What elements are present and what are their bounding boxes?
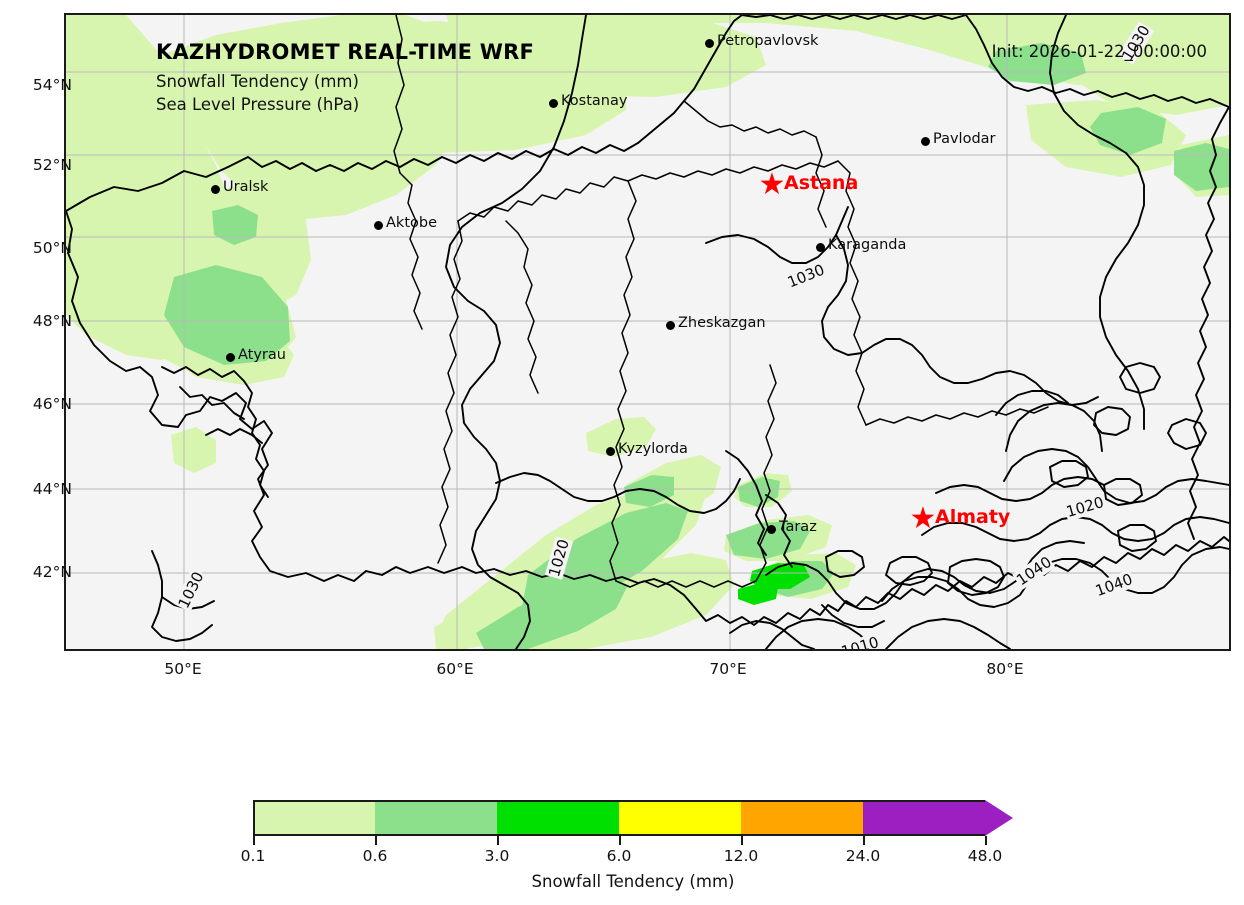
- city-dot-icon: [373, 220, 383, 230]
- city-dot-icon: [225, 352, 235, 362]
- colorbar-tick-label: 0.1: [240, 847, 266, 865]
- colorbar-segment-5: [863, 800, 985, 836]
- city-label: Zheskazgan: [678, 315, 766, 331]
- colorbar-tick-label: 48.0: [967, 847, 1003, 865]
- x-tick-label: 80°E: [986, 660, 1024, 678]
- colorbar[interactable]: 0.1 0.6 3.0 6.0 12.0 24.0 48.0 Snowfall …: [241, 800, 1013, 891]
- colorbar-segment-1: [375, 800, 497, 836]
- city-dot-icon: [766, 524, 776, 534]
- colorbar-strip: [253, 800, 1013, 836]
- city-dot-icon: [210, 184, 220, 194]
- colorbar-tick-label: 0.6: [362, 847, 388, 865]
- city-dot-icon: [665, 320, 675, 330]
- colorbar-tick-mark: [619, 836, 621, 845]
- city-dot-icon: [815, 242, 825, 252]
- map-clip: 1030 1030 1020 1030 1020 1040 1040 1010 …: [66, 15, 1229, 649]
- map-gridlines: [66, 15, 1229, 649]
- city-label: Kostanay: [561, 93, 628, 109]
- y-tick-label: 54°N: [32, 76, 72, 94]
- star-icon: ★: [909, 501, 937, 536]
- colorbar-tick-mark: [741, 836, 743, 845]
- city-label: Kyzylorda: [618, 441, 688, 457]
- capital-label: Almaty: [935, 506, 1011, 528]
- colorbar-tick-mark: [863, 836, 865, 845]
- city-label: Taraz: [779, 519, 817, 535]
- colorbar-tick-label: 12.0: [723, 847, 759, 865]
- borders-layer: [66, 15, 1229, 626]
- star-icon: ★: [758, 167, 786, 202]
- colorbar-tick-label: 24.0: [845, 847, 881, 865]
- colorbar-tick-label: 6.0: [606, 847, 632, 865]
- colorbar-title: Snowfall Tendency (mm): [531, 872, 735, 891]
- y-tick-label: 42°N: [32, 563, 72, 581]
- colorbar-tick-mark: [985, 836, 987, 845]
- y-tick-label: 44°N: [32, 480, 72, 498]
- city-label: Aktobe: [386, 215, 437, 231]
- city-dot-icon: [920, 136, 930, 146]
- subtitle-pressure: Sea Level Pressure (hPa): [156, 95, 360, 114]
- x-tick-label: 60°E: [436, 660, 474, 678]
- colorbar-tick-mark: [253, 836, 255, 845]
- colorbar-extend-arrow-icon: [985, 800, 1013, 836]
- y-tick-label: 50°N: [32, 239, 72, 257]
- capital-label: Astana: [784, 172, 859, 194]
- city-dot-icon: [704, 38, 714, 48]
- caspian-aral-coastline: [161, 366, 793, 568]
- city-dot-icon: [605, 446, 615, 456]
- x-tick-label: 50°E: [164, 660, 202, 678]
- init-timestamp: Init: 2026-01-22_00:00:00: [991, 42, 1207, 61]
- colorbar-tick-label: 3.0: [484, 847, 510, 865]
- colorbar-tick-mark: [375, 836, 377, 845]
- x-tick-label: 70°E: [709, 660, 747, 678]
- oblast-boundaries: [393, 15, 1049, 588]
- city-label: Petropavlovsk: [717, 33, 819, 49]
- national-border: [66, 15, 1229, 626]
- city-label: Atyrau: [238, 347, 286, 363]
- colorbar-segment-0: [253, 800, 375, 836]
- y-tick-label: 48°N: [32, 312, 72, 330]
- colorbar-segment-2: [497, 800, 619, 836]
- map-plot-area[interactable]: 1030 1030 1020 1030 1020 1040 1040 1010 …: [64, 13, 1231, 651]
- city-label: Uralsk: [223, 179, 269, 195]
- colorbar-segment-3: [619, 800, 741, 836]
- city-dot-icon: [548, 98, 558, 108]
- city-label: Karaganda: [828, 237, 907, 253]
- y-tick-label: 46°N: [32, 395, 72, 413]
- city-label: Pavlodar: [933, 131, 996, 147]
- colorbar-tick-mark: [497, 836, 499, 845]
- page-title: KAZHYDROMET REAL-TIME WRF: [156, 40, 535, 64]
- subtitle-snowfall: Snowfall Tendency (mm): [156, 72, 359, 91]
- snowfall-bright-band: [738, 563, 810, 605]
- colorbar-segment-4: [741, 800, 863, 836]
- y-tick-label: 52°N: [32, 156, 72, 174]
